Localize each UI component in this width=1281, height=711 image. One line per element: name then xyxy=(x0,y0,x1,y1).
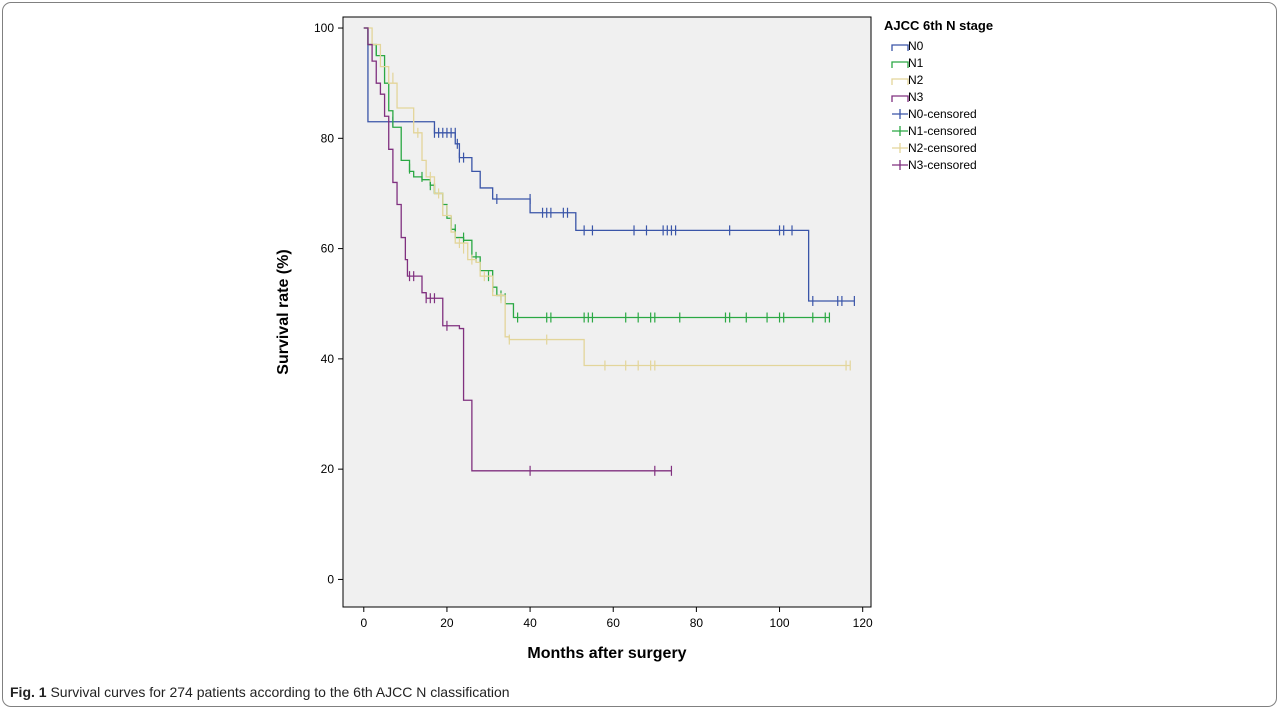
y-tick-label: 80 xyxy=(321,131,335,145)
y-tick-label: 60 xyxy=(321,242,335,256)
x-tick-label: 60 xyxy=(607,616,621,630)
y-tick-label: 100 xyxy=(314,21,334,35)
figure-caption-text: Survival curves for 274 patients accordi… xyxy=(50,684,510,700)
legend-swatch xyxy=(891,78,909,85)
x-tick-label: 80 xyxy=(690,616,704,630)
figure-caption: Fig. 1 Survival curves for 274 patients … xyxy=(10,684,510,700)
legend-item-n1-censored: N1-censored xyxy=(892,124,977,138)
legend-swatch xyxy=(892,109,908,119)
x-tick-label: 100 xyxy=(770,616,790,630)
legend-item-n3-censored: N3-censored xyxy=(892,158,977,172)
legend-swatch xyxy=(892,126,908,136)
legend-label: N2-censored xyxy=(908,141,977,155)
x-tick-label: 120 xyxy=(853,616,873,630)
series-n3 xyxy=(363,27,673,476)
legend-swatch xyxy=(891,44,909,51)
legend-swatch xyxy=(891,95,909,102)
legend-label: N3-censored xyxy=(908,158,977,172)
legend-item-n2-censored: N2-censored xyxy=(892,141,977,155)
series-line-n0 xyxy=(363,27,855,302)
survival-chart: 0 20 40 60 80 100 120 0 20 40 60 80 100 AJCC 6th N s… xyxy=(275,16,993,662)
series-n2 xyxy=(363,27,851,371)
legend-item-n3: N3 xyxy=(891,90,924,104)
legend-label: N0 xyxy=(908,39,924,53)
legend-item-n1: N1 xyxy=(891,56,924,70)
y-tick-label: 40 xyxy=(321,352,335,366)
legend-swatch xyxy=(891,61,909,68)
x-tick-label: 0 xyxy=(360,616,367,630)
y-tick-label: 0 xyxy=(327,572,334,586)
x-tick-label: 40 xyxy=(523,616,537,630)
legend-swatch xyxy=(892,143,908,153)
series-n0 xyxy=(363,27,855,306)
series-line-n2 xyxy=(363,27,851,367)
series-line-n3 xyxy=(363,27,672,472)
legend-item-n0-censored: N0-censored xyxy=(892,107,977,121)
legend-label: N3 xyxy=(908,90,924,104)
legend-item-n2: N2 xyxy=(891,73,924,87)
series-layer xyxy=(363,27,855,476)
x-axis-title: Months after surgery xyxy=(527,645,686,662)
legend-label: N2 xyxy=(908,73,924,87)
legend-item-n0: N0 xyxy=(891,39,924,53)
plot-area xyxy=(342,16,872,608)
y-tick-label: 20 xyxy=(321,462,335,476)
legend-swatch xyxy=(892,160,908,170)
legend-label: N0-censored xyxy=(908,107,977,121)
figure-caption-label: Fig. 1 xyxy=(10,684,47,700)
axes: 0 20 40 60 80 100 120 0 20 40 60 80 100 xyxy=(314,21,873,630)
legend: AJCC 6th N stage N0 N1 N2 N3 N0-censored N1-ce… xyxy=(884,18,993,172)
legend-label: N1 xyxy=(908,56,924,70)
y-axis-title: Survival rate (%) xyxy=(275,249,292,374)
legend-title: AJCC 6th N stage xyxy=(884,18,993,33)
legend-label: N1-censored xyxy=(908,124,977,138)
x-tick-label: 20 xyxy=(440,616,454,630)
